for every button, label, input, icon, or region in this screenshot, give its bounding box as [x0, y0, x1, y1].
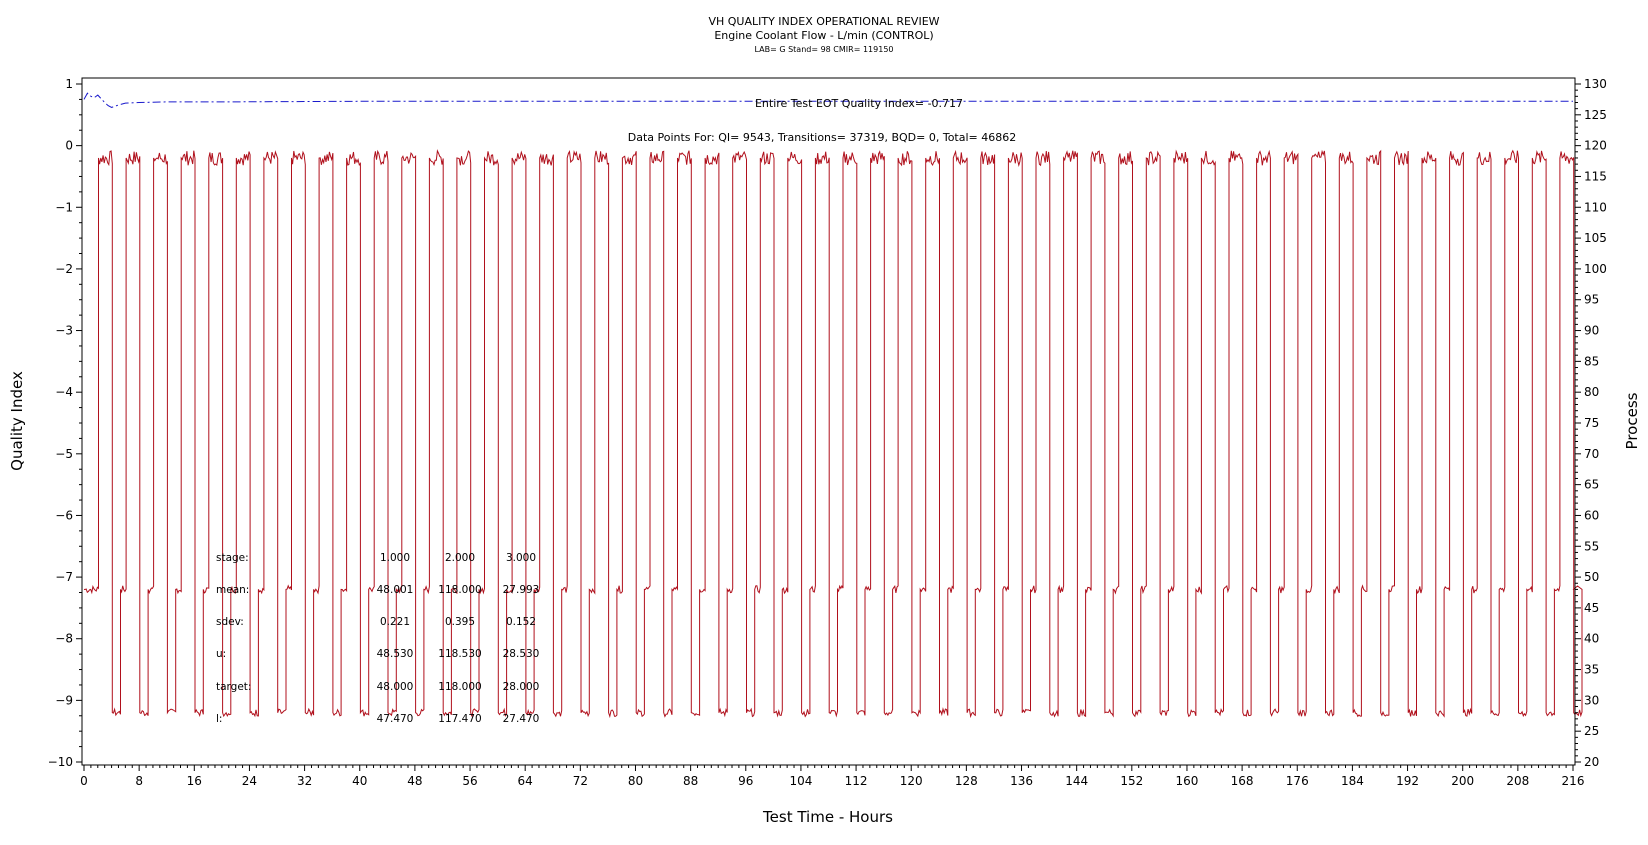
y-right-tick-label: 65: [1584, 478, 1599, 492]
y-left-tick-label: −8: [55, 632, 73, 646]
x-tick-label: 40: [352, 774, 367, 788]
x-tick-label: 48: [407, 774, 422, 788]
y-right-tick-label: 45: [1584, 601, 1599, 615]
y-right-tick-label: 130: [1584, 77, 1607, 91]
stats-row-label: sdev:: [216, 616, 244, 628]
y-left-tick-label: −5: [55, 447, 73, 461]
y-right-tick-label: 110: [1584, 200, 1607, 214]
x-tick-label: 176: [1286, 774, 1309, 788]
x-tick-label: 88: [683, 774, 698, 788]
x-tick-label: 72: [573, 774, 588, 788]
stats-cell: 118.000: [438, 681, 481, 693]
y-right-tick-label: 30: [1584, 693, 1599, 707]
stats-cell: 0.221: [380, 616, 410, 628]
y-right-tick-label: 75: [1584, 416, 1599, 430]
y-right-tick-label: 125: [1584, 108, 1607, 122]
y-left-tick-label: 0: [65, 139, 73, 153]
x-tick-label: 8: [135, 774, 143, 788]
y-left-tick-label: −1: [55, 200, 73, 214]
y-right-tick-label: 90: [1584, 324, 1599, 338]
x-tick-label: 184: [1341, 774, 1364, 788]
stats-cell: 28.000: [503, 681, 540, 693]
y-right-tick-label: 105: [1584, 231, 1607, 245]
x-tick-label: 144: [1065, 774, 1088, 788]
y-right-tick-label: 70: [1584, 447, 1599, 461]
y-right-tick-label: 35: [1584, 663, 1599, 677]
y-left-tick-label: −9: [55, 693, 73, 707]
x-tick-label: 216: [1562, 774, 1585, 788]
x-axis-label: Test Time - Hours: [762, 808, 893, 826]
series-quality-index-line: [83, 92, 1573, 108]
stats-cell: 48.001: [377, 584, 414, 596]
x-tick-label: 64: [518, 774, 533, 788]
stats-cell: 48.000: [377, 681, 414, 693]
stats-cell: 118.530: [438, 648, 481, 660]
stats-cell: 117.470: [438, 713, 481, 725]
chart-subtitle-2: LAB= G Stand= 98 CMIR= 119150: [754, 45, 893, 54]
x-tick-label: 168: [1231, 774, 1254, 788]
x-tick-label: 80: [628, 774, 643, 788]
stats-row-label: u:: [216, 648, 226, 660]
y-left-tick-label: −7: [55, 570, 73, 584]
x-tick-label: 120: [900, 774, 923, 788]
stats-row-label: stage:: [216, 552, 249, 564]
y-axis-label-right: Process: [1623, 392, 1641, 449]
stats-cell: 47.470: [377, 713, 414, 725]
stats-row-label: target:: [216, 681, 251, 693]
series-process-line: [83, 149, 1583, 719]
y-right-tick-label: 25: [1584, 724, 1599, 738]
stats-cell: 118.000: [438, 584, 481, 596]
x-tick-label: 112: [845, 774, 868, 788]
x-tick-label: 208: [1506, 774, 1529, 788]
y-left-tick-label: −2: [55, 262, 73, 276]
stats-cell: 1.000: [380, 552, 410, 564]
x-tick-label: 200: [1451, 774, 1474, 788]
stats-cell: 48.530: [377, 648, 414, 660]
y-right-tick-label: 55: [1584, 539, 1599, 553]
x-tick-label: 56: [462, 774, 477, 788]
x-tick-label: 128: [955, 774, 978, 788]
stats-cell: 27.470: [503, 713, 540, 725]
x-tick-label: 160: [1176, 774, 1199, 788]
y-right-tick-label: 100: [1584, 262, 1607, 276]
data-points-annotation: Data Points For: QI= 9543, Transitions= …: [628, 131, 1017, 144]
y-right-tick-label: 85: [1584, 354, 1599, 368]
y-left-tick-label: −4: [55, 385, 73, 399]
x-tick-label: 0: [80, 774, 88, 788]
y-left-tick-label: −10: [48, 755, 73, 769]
y-right-tick-label: 115: [1584, 169, 1607, 183]
eot-quality-index-annotation: Entire Test EOT Quality Index= -0.717: [755, 97, 963, 110]
x-tick-label: 96: [738, 774, 753, 788]
y-axis-label-left: Quality Index: [8, 371, 26, 471]
stats-row-label: mean:: [216, 584, 249, 596]
x-tick-label: 136: [1010, 774, 1033, 788]
stats-cell: 28.530: [503, 648, 540, 660]
plot-area-frame: [81, 77, 1576, 766]
stats-cell: 2.000: [445, 552, 475, 564]
stats-cell: 0.395: [445, 616, 475, 628]
x-tick-label: 192: [1396, 774, 1419, 788]
chart-title: VH QUALITY INDEX OPERATIONAL REVIEW: [708, 15, 939, 28]
chart-subtitle: Engine Coolant Flow - L/min (CONTROL): [714, 29, 933, 42]
y-right-tick-label: 95: [1584, 293, 1599, 307]
y-right-tick-label: 60: [1584, 508, 1599, 522]
x-tick-label: 24: [242, 774, 257, 788]
y-left-tick-label: 1: [65, 77, 73, 91]
stats-cell: 0.152: [506, 616, 536, 628]
stats-row-label: l:: [216, 713, 222, 725]
x-tick-label: 16: [187, 774, 202, 788]
stats-cell: 3.000: [506, 552, 536, 564]
x-tick-label: 104: [789, 774, 812, 788]
x-tick-label: 32: [297, 774, 312, 788]
y-right-tick-label: 20: [1584, 755, 1599, 769]
stats-cell: 27.993: [503, 584, 540, 596]
y-left-tick-label: −3: [55, 324, 73, 338]
x-tick-label: 152: [1120, 774, 1143, 788]
y-right-tick-label: 40: [1584, 632, 1599, 646]
y-right-tick-label: 50: [1584, 570, 1599, 584]
y-right-tick-label: 120: [1584, 139, 1607, 153]
y-left-tick-label: −6: [55, 508, 73, 522]
y-right-tick-label: 80: [1584, 385, 1599, 399]
